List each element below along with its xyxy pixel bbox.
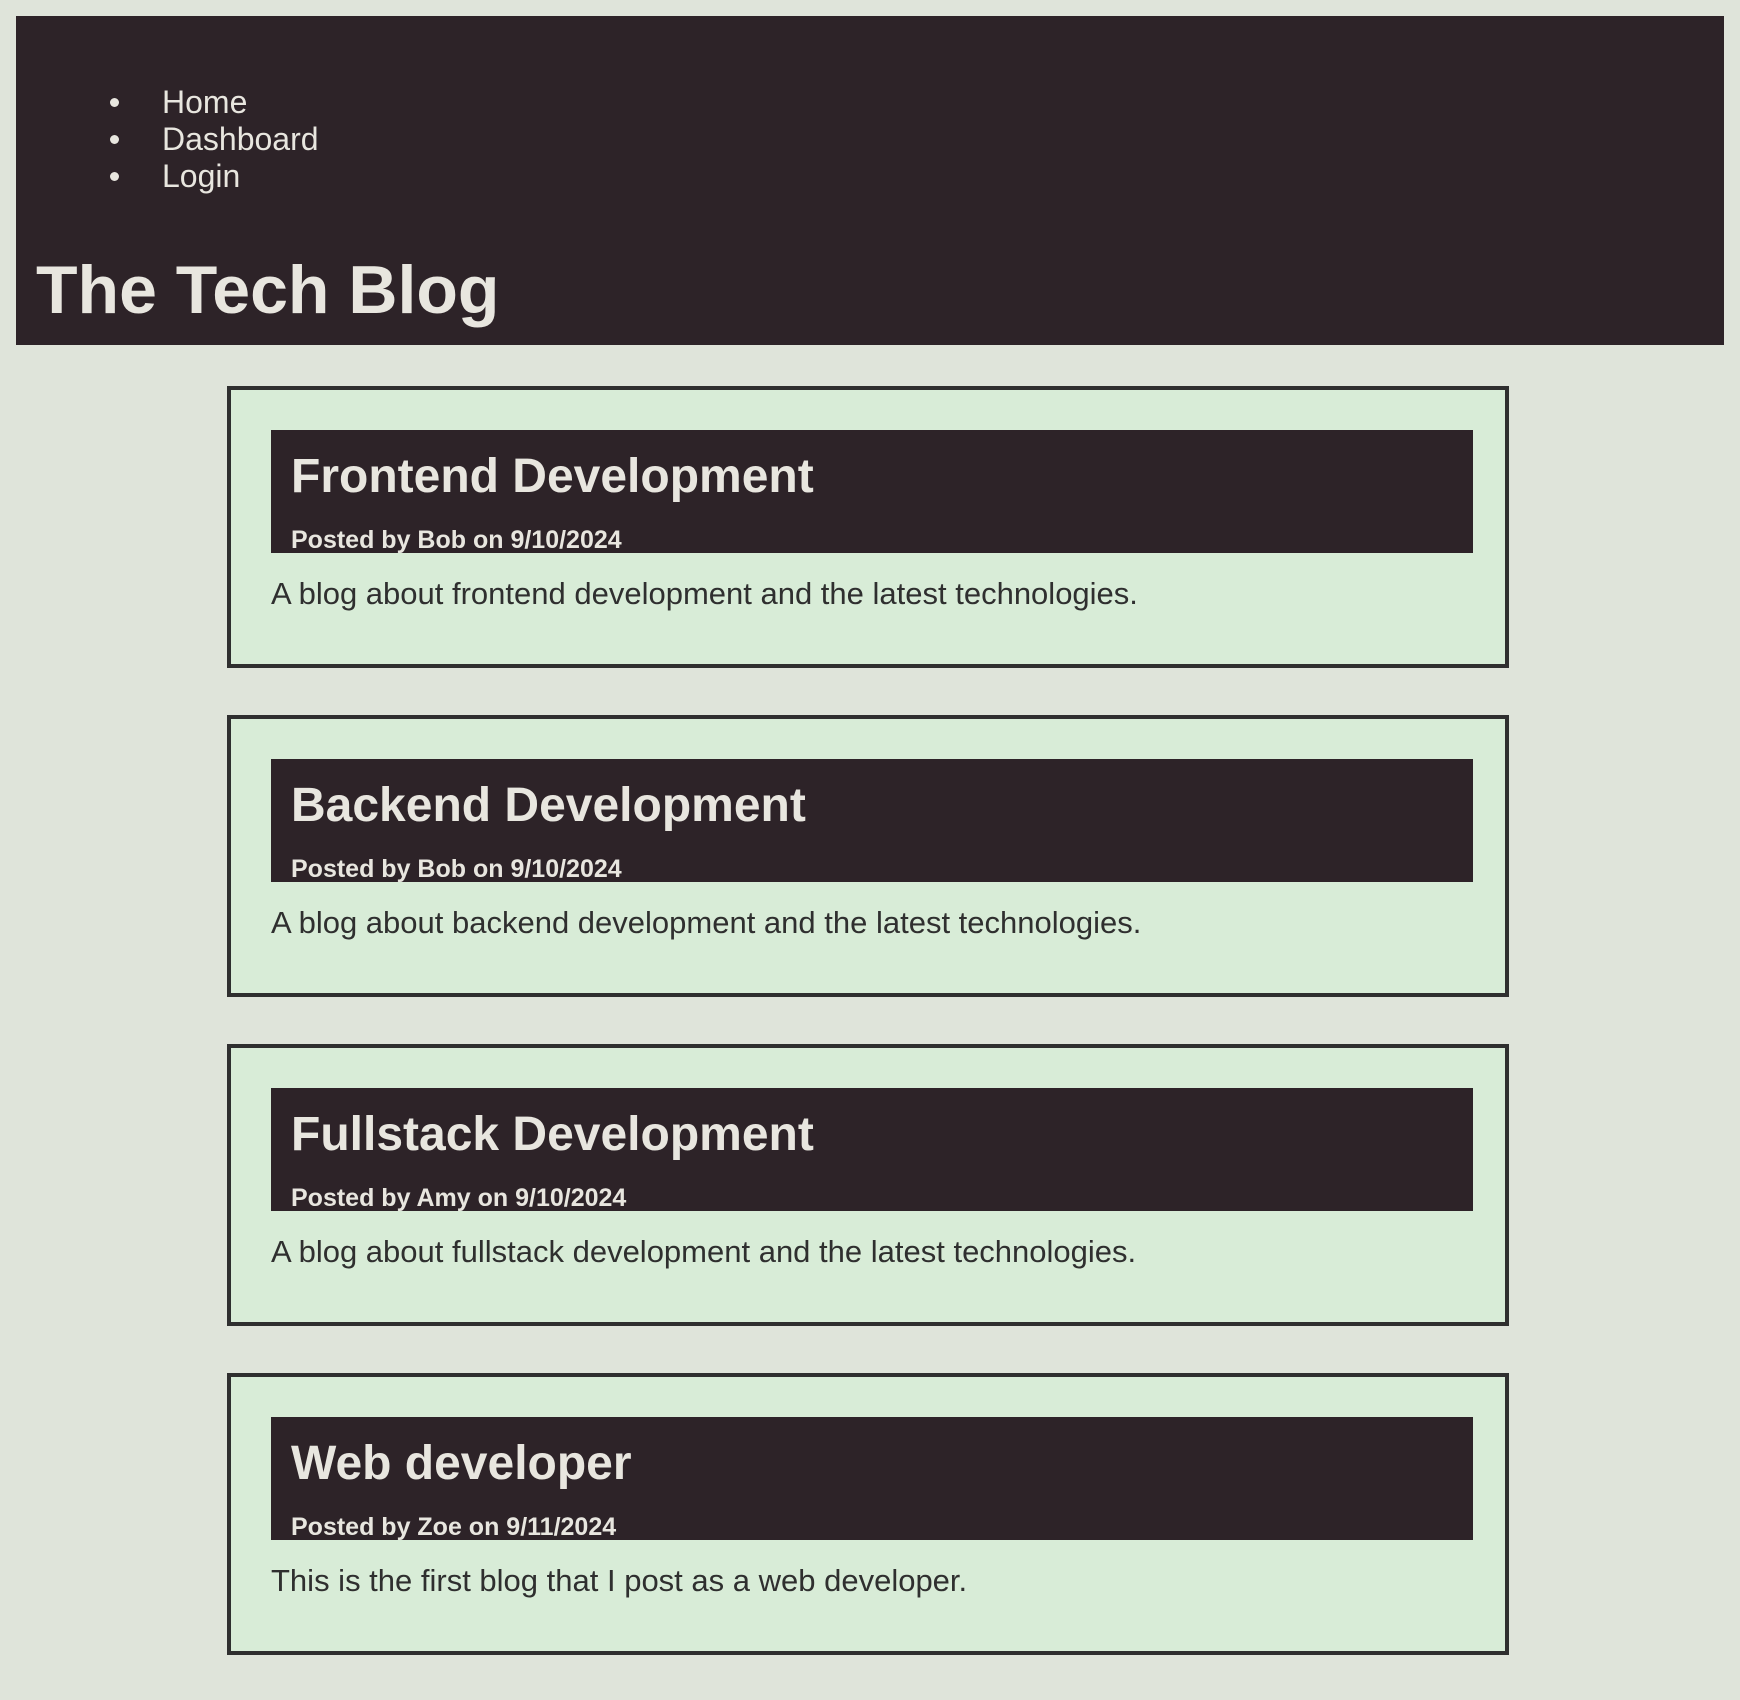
post-body: This is the first blog that I post as a … xyxy=(271,1563,968,1598)
post-title[interactable]: Backend Development xyxy=(291,779,806,832)
post-body: A blog about frontend development and th… xyxy=(271,576,1138,611)
post-card[interactable]: Web developer Posted by Zoe on 9/11/2024… xyxy=(227,1373,1509,1655)
post-title[interactable]: Fullstack Development xyxy=(291,1108,814,1161)
site-header: Home Dashboard Login The Tech Blog xyxy=(16,16,1724,345)
post-meta: Posted by Amy on 9/10/2024 xyxy=(291,1184,627,1212)
post-card[interactable]: Fullstack Development Posted by Amy on 9… xyxy=(227,1044,1509,1326)
post-body: A blog about fullstack development and t… xyxy=(271,1234,1137,1269)
post-header: Web developer Posted by Zoe on 9/11/2024 xyxy=(271,1417,1473,1541)
nav-item-home[interactable]: Home xyxy=(86,84,319,121)
nav-item-dashboard[interactable]: Dashboard xyxy=(86,121,319,158)
post-title[interactable]: Web developer xyxy=(291,1437,632,1490)
post-header: Backend Development Posted by Bob on 9/1… xyxy=(271,759,1473,883)
post-header: Fullstack Development Posted by Amy on 9… xyxy=(271,1088,1473,1212)
post-header: Frontend Development Posted by Bob on 9/… xyxy=(271,430,1473,554)
post-title[interactable]: Frontend Development xyxy=(291,450,814,503)
post-body: A blog about backend development and the… xyxy=(271,905,1142,940)
post-card[interactable]: Backend Development Posted by Bob on 9/1… xyxy=(227,715,1509,997)
nav-item-login[interactable]: Login xyxy=(86,158,319,195)
post-meta: Posted by Zoe on 9/11/2024 xyxy=(291,1513,617,1541)
post-meta: Posted by Bob on 9/10/2024 xyxy=(291,855,622,883)
site-title: The Tech Blog xyxy=(36,252,500,328)
post-meta: Posted by Bob on 9/10/2024 xyxy=(291,526,622,554)
main-nav: Home Dashboard Login xyxy=(86,84,319,195)
post-card[interactable]: Frontend Development Posted by Bob on 9/… xyxy=(227,386,1509,668)
